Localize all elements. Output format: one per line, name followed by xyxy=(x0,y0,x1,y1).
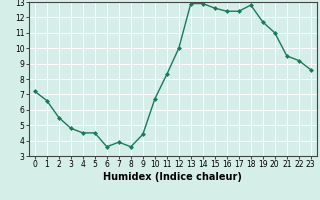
X-axis label: Humidex (Indice chaleur): Humidex (Indice chaleur) xyxy=(103,172,242,182)
